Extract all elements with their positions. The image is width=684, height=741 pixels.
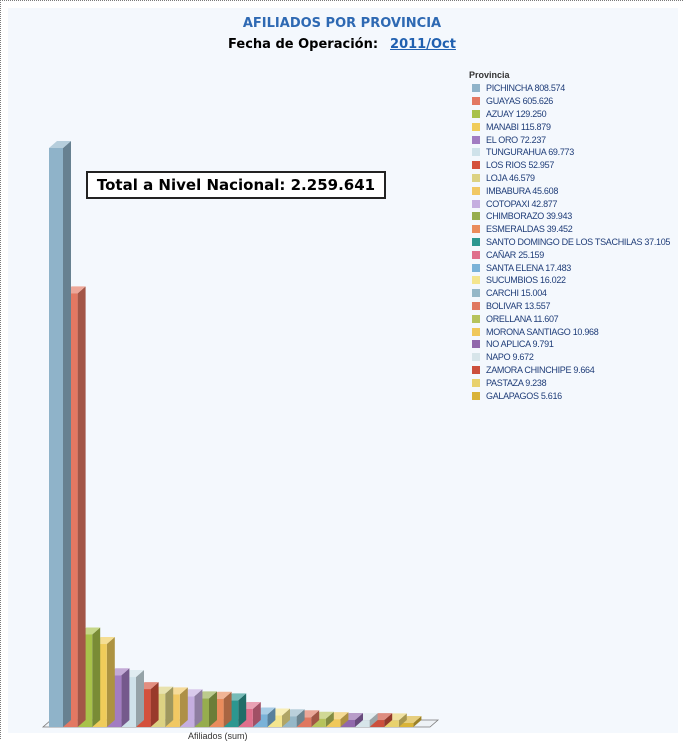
- operation-date-link[interactable]: 2011/Oct: [390, 37, 456, 52]
- legend-label: AZUAY 129.250: [486, 108, 547, 119]
- legend-item: NO APLICA 9.791: [469, 338, 684, 351]
- legend-swatch: [472, 353, 480, 362]
- legend-label: ZAMORA CHINCHIPE 9.664: [486, 364, 595, 375]
- legend-label: SANTA ELENA 17.483: [486, 262, 571, 273]
- legend-label: COTOPAXI 42.877: [486, 198, 558, 209]
- legend-label: CAÑAR 25.159: [486, 249, 544, 260]
- legend-item: PASTAZA 9.238: [469, 376, 684, 389]
- legend-item: EL ORO 72.237: [469, 133, 684, 146]
- legend-swatch: [472, 148, 480, 157]
- legend-label: MANABI 115.879: [486, 121, 551, 132]
- legend-swatch: [472, 301, 480, 310]
- legend-label: PICHINCHA 808.574: [486, 83, 565, 94]
- chart-panel: [8, 8, 678, 733]
- operation-date-label: Fecha de Operación:: [228, 37, 379, 52]
- legend-label: LOJA 46.579: [486, 172, 535, 183]
- x-axis-label: Afiliados (sum): [188, 731, 248, 741]
- legend-label: IMBABURA 45.608: [486, 185, 559, 196]
- legend-item: LOS RIOS 52.957: [469, 159, 684, 172]
- legend-item: CHIMBORAZO 39.943: [469, 210, 684, 223]
- legend-swatch: [472, 276, 480, 285]
- legend-label: MORONA SANTIAGO 10.968: [486, 326, 599, 337]
- legend-swatch: [472, 263, 480, 272]
- legend-swatch: [472, 314, 480, 323]
- legend-label: ORELLANA 11.607: [486, 313, 559, 324]
- legend-item: MANABI 115.879: [469, 120, 684, 133]
- legend-swatch: [472, 173, 480, 182]
- legend-item: SUCUMBIOS 16.022: [469, 274, 684, 287]
- legend-item: NAPO 9.672: [469, 351, 684, 364]
- national-total-box: Total a Nivel Nacional: 2.259.641: [86, 171, 386, 199]
- legend-item: TUNGURAHUA 69.773: [469, 146, 684, 159]
- legend-swatch: [472, 378, 480, 387]
- legend-item: PICHINCHA 808.574: [469, 82, 684, 95]
- legend-item: AZUAY 129.250: [469, 108, 684, 121]
- legend-label: SUCUMBIOS 16.022: [486, 275, 566, 286]
- legend-label: CARCHI 15.004: [486, 288, 547, 299]
- legend-item: COTOPAXI 42.877: [469, 197, 684, 210]
- legend-swatch: [472, 365, 480, 374]
- legend-swatch: [472, 289, 480, 298]
- legend-swatch: [472, 109, 480, 118]
- legend-item: ORELLANA 11.607: [469, 312, 684, 325]
- legend-item: LOJA 46.579: [469, 172, 684, 185]
- legend-label: LOS RIOS 52.957: [486, 160, 555, 171]
- legend-label: TUNGURAHUA 69.773: [486, 147, 574, 158]
- chart-legend: Provincia PICHINCHA 808.574 GUAYAS 605.62…: [469, 70, 684, 402]
- legend-label: NAPO 9.672: [486, 352, 534, 363]
- legend-swatch: [472, 237, 480, 246]
- legend-item: CAÑAR 25.159: [469, 248, 684, 261]
- legend-swatch: [472, 340, 480, 349]
- legend-swatch: [472, 97, 480, 106]
- legend-label: CHIMBORAZO 39.943: [486, 211, 572, 222]
- legend-title: Provincia: [469, 70, 510, 80]
- legend-swatch: [472, 212, 480, 221]
- legend-item: ZAMORA CHINCHIPE 9.664: [469, 364, 684, 377]
- legend-swatch: [472, 391, 480, 400]
- legend-item: CARCHI 15.004: [469, 287, 684, 300]
- legend-label: SANTO DOMINGO DE LOS TSACHILAS 37.105: [486, 236, 671, 247]
- legend-swatch: [472, 186, 480, 195]
- legend-item: SANTA ELENA 17.483: [469, 261, 684, 274]
- legend-item: GUAYAS 605.626: [469, 95, 684, 108]
- legend-item: MORONA SANTIAGO 10.968: [469, 325, 684, 338]
- legend-swatch: [472, 161, 480, 170]
- bar-pichincha: [49, 141, 71, 727]
- legend-item: IMBABURA 45.608: [469, 184, 684, 197]
- legend-item: SANTO DOMINGO DE LOS TSACHILAS 37.105: [469, 236, 684, 249]
- chart-subtitle: Fecha de Operación: 2011/Oct: [0, 37, 684, 52]
- legend-label: EL ORO 72.237: [486, 134, 546, 145]
- legend-swatch: [472, 84, 480, 93]
- legend-item: BOLIVAR 13.557: [469, 300, 684, 313]
- legend-label: BOLIVAR 13.557: [486, 300, 551, 311]
- legend-label: GUAYAS 605.626: [486, 96, 554, 107]
- legend-swatch: [472, 225, 480, 234]
- legend-swatch: [472, 327, 480, 336]
- legend-label: ESMERALDAS 39.452: [486, 224, 573, 235]
- chart-title: AFILIADOS POR PROVINCIA: [242, 16, 442, 31]
- legend-swatch: [472, 135, 480, 144]
- legend-swatch: [472, 250, 480, 259]
- legend-swatch: [472, 199, 480, 208]
- legend-swatch: [472, 122, 480, 131]
- legend-item: ESMERALDAS 39.452: [469, 223, 684, 236]
- legend-label: NO APLICA 9.791: [486, 339, 554, 350]
- legend-label: GALAPAGOS 5.616: [486, 390, 562, 401]
- legend-item: GALAPAGOS 5.616: [469, 389, 684, 402]
- legend-label: PASTAZA 9.238: [486, 377, 547, 388]
